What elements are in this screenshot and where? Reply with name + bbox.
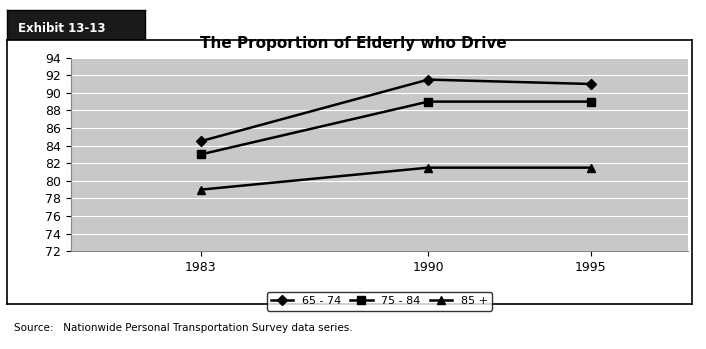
Text: Exhibit 13-13: Exhibit 13-13 [18, 22, 106, 35]
65 - 74 [587, 82, 595, 86]
Text: The Proportion of Elderly who Drive: The Proportion of Elderly who Drive [200, 36, 506, 51]
75 - 84 [424, 99, 433, 104]
85 + [196, 187, 205, 192]
75 - 84 [196, 152, 205, 156]
65 - 74 [424, 77, 433, 82]
65 - 74 [196, 139, 205, 143]
75 - 84 [587, 99, 595, 104]
Line: 65 - 74: 65 - 74 [197, 76, 594, 145]
Line: 85 +: 85 + [196, 163, 595, 194]
85 + [424, 165, 433, 170]
Line: 75 - 84: 75 - 84 [196, 97, 595, 158]
85 + [587, 165, 595, 170]
Legend: 65 - 74, 75 - 84, 85 +: 65 - 74, 75 - 84, 85 + [267, 292, 492, 311]
Text: Source:   Nationwide Personal Transportation Survey data series.: Source: Nationwide Personal Transportati… [14, 323, 353, 333]
